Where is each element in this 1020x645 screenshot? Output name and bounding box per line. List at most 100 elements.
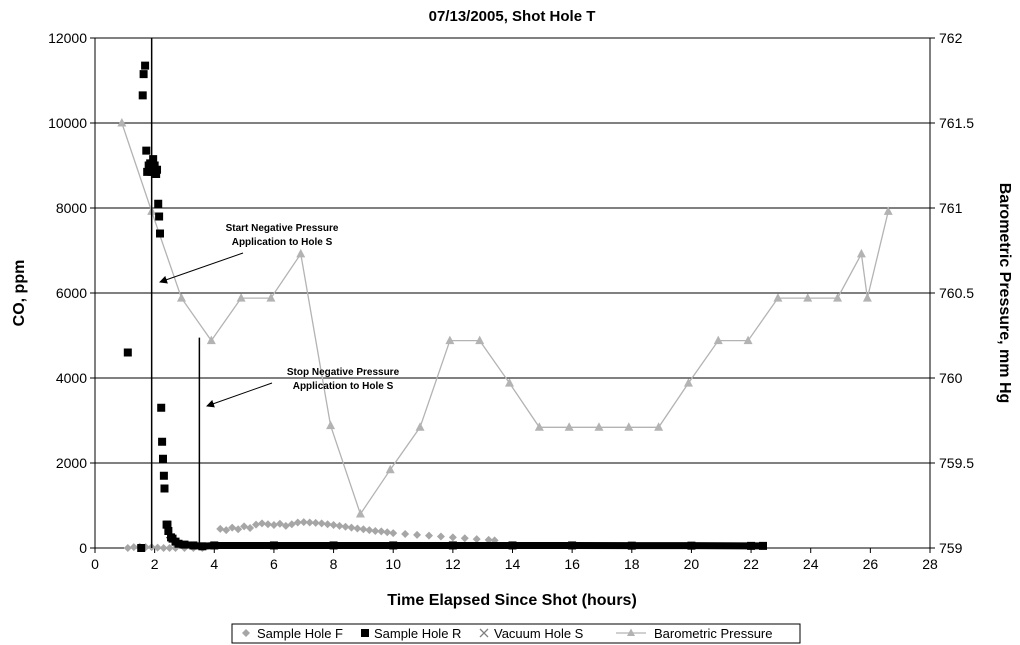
barometric-point — [594, 422, 604, 431]
sample-hole-f-point — [305, 518, 314, 527]
sample-hole-f-point — [228, 523, 237, 532]
annotation-start-line1: Start Negative Pressure — [226, 223, 339, 234]
x-tick-label: 10 — [385, 556, 401, 572]
sample-hole-r-point — [123, 348, 132, 357]
barometric-point — [236, 293, 246, 302]
sample-hole-f-point — [329, 521, 338, 530]
sample-hole-r-point — [139, 70, 148, 79]
sample-hole-f-point — [335, 521, 344, 530]
barometric-point — [206, 335, 216, 345]
sample-hole-r-point — [153, 165, 162, 174]
y-tick-label: 8000 — [56, 200, 87, 216]
y-tick-label: 2000 — [56, 455, 87, 471]
barometric-point — [803, 293, 813, 302]
sample-hole-f-point — [323, 520, 332, 529]
annotation-start: Start Negative Pressure Application to H… — [159, 223, 339, 284]
gridlines — [95, 122, 930, 464]
legend-marker-square — [361, 629, 369, 637]
y2-axis-title: Barometric Pressure, mm Hg — [996, 183, 1013, 404]
annotation-stop-arrow — [206, 382, 273, 408]
barometric-point — [266, 293, 276, 302]
sample-hole-f-point — [281, 521, 290, 530]
sample-hole-f-point — [263, 520, 272, 529]
sample-hole-f-point — [269, 521, 278, 530]
annotation-stop-line2: Application to Hole S — [293, 381, 394, 392]
sample-hole-r-point — [154, 199, 163, 208]
barometric-point — [883, 206, 893, 215]
legend-marker-diamond — [242, 629, 250, 637]
sample-hole-r-point — [157, 403, 166, 412]
sample-hole-r-point — [155, 212, 164, 221]
barometric-point — [683, 378, 693, 387]
sample-hole-f-point — [293, 518, 302, 527]
sample-hole-f-point — [275, 519, 284, 528]
y2-tick-label: 762 — [939, 30, 963, 46]
barometric-point — [856, 248, 866, 258]
sample-hole-f-point — [436, 532, 445, 541]
annotation-start-line2: Application to Hole S — [232, 237, 333, 248]
sample-hole-f-point — [383, 528, 392, 537]
sample-hole-r-point — [156, 229, 165, 238]
sample-hole-f-point — [240, 522, 249, 531]
y2-tick-label: 759.5 — [939, 455, 974, 471]
x-tick-label: 20 — [684, 556, 700, 572]
sample-hole-r-point — [141, 61, 150, 70]
x-axis-title: Time Elapsed Since Shot (hours) — [387, 592, 637, 609]
sample-hole-r-point — [164, 527, 173, 535]
sample-hole-r-point — [158, 437, 167, 446]
sample-hole-f-point — [425, 531, 433, 540]
annotation-start-arrow — [159, 252, 244, 284]
sample-hole-f-point — [287, 520, 296, 529]
sample-hole-r-point — [152, 170, 161, 178]
x-axis-ticks: 0 2 4 6 8 10 12 14 16 18 20 22 24 26 28 — [91, 548, 938, 572]
sample-hole-f-point — [258, 519, 266, 528]
barometric-series — [117, 118, 893, 518]
x-tick-label: 8 — [330, 556, 338, 572]
sample-hole-r-point — [159, 471, 168, 480]
y2-tick-label: 761 — [939, 200, 963, 216]
barometric-point — [773, 293, 783, 302]
sample-hole-f-point — [359, 525, 368, 534]
sample-hole-f-point — [347, 523, 356, 532]
legend-label-pressure: Barometric Pressure — [654, 626, 772, 641]
barometric-point — [296, 248, 306, 258]
sample-hole-r-point — [143, 167, 152, 176]
sample-hole-f-point — [317, 519, 326, 528]
sample-hole-f-point — [371, 527, 380, 535]
sample-hole-r-point — [150, 161, 159, 170]
barometric-point — [415, 422, 425, 431]
sample-hole-r-point — [163, 520, 172, 529]
legend: Sample Hole F Sample Hole R Vacuum Hole … — [231, 623, 801, 644]
y-axis-ticks: 0 2000 4000 6000 8000 10000 12000 — [48, 30, 95, 556]
sample-hole-r-dense-band — [166, 532, 767, 550]
x-tick-label: 22 — [743, 556, 759, 572]
barometric-point — [654, 422, 664, 431]
legend-marker-cross — [479, 628, 489, 638]
sample-hole-r-point — [149, 155, 158, 164]
barometric-point — [117, 118, 127, 127]
sample-hole-f-point — [159, 544, 168, 552]
y-tick-label: 6000 — [56, 285, 87, 301]
sample-hole-r-point — [158, 454, 167, 463]
x-tick-label: 0 — [91, 556, 99, 572]
sample-hole-f-point — [377, 527, 386, 536]
sample-hole-f-point — [222, 526, 231, 535]
y-tick-label: 12000 — [48, 30, 87, 46]
sample-hole-r-point — [137, 544, 146, 552]
sample-hole-f-point — [129, 543, 138, 552]
x-tick-label: 16 — [564, 556, 580, 572]
legend-label-f: Sample Hole F — [257, 626, 343, 641]
x-tick-label: 18 — [624, 556, 640, 572]
sample-hole-r-point — [160, 484, 169, 493]
sample-hole-f-point — [413, 530, 422, 539]
barometric-point — [475, 335, 485, 345]
barometric-point — [534, 422, 544, 431]
barometric-point — [445, 335, 455, 345]
barometric-point — [713, 335, 723, 345]
barometric-point — [505, 378, 515, 387]
barometric-point — [624, 422, 634, 431]
barometric-point — [326, 420, 336, 430]
x-tick-label: 26 — [863, 556, 879, 572]
y-tick-label: 0 — [79, 540, 87, 556]
